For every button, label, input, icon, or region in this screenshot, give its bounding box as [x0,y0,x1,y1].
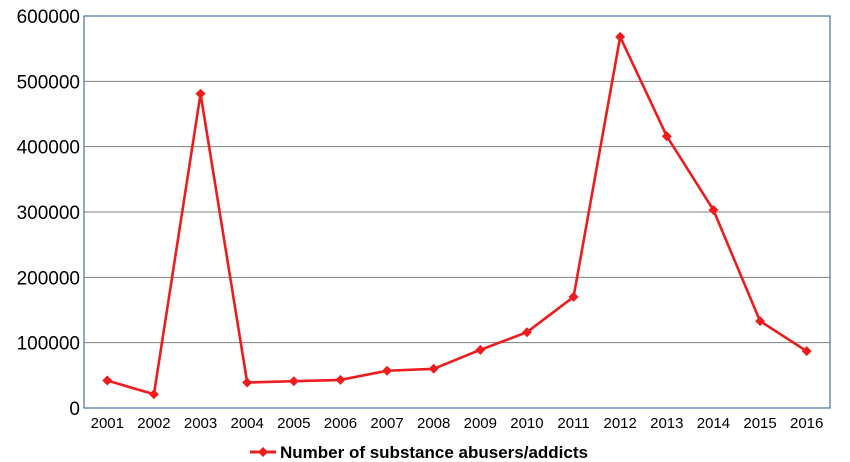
x-tick-label: 2007 [370,415,403,432]
x-tick-label: 2015 [743,415,776,432]
legend-label: Number of substance abusers/addicts [280,443,588,462]
x-tick-label: 2014 [697,415,730,432]
data-point-marker [335,374,346,385]
data-point-marker [568,291,579,302]
series-layer [102,31,812,400]
x-tick-label: 2009 [464,415,497,432]
x-tick-label: 2003 [184,415,217,432]
x-tick-label: 2006 [324,415,357,432]
y-tick-label: 400000 [17,138,80,159]
x-tick-label: 2016 [790,415,823,432]
x-tick-label: 2004 [231,415,264,432]
series-line [106,35,808,396]
legend: Number of substance abusers/addicts [250,443,588,462]
data-point-marker [195,88,206,99]
data-point-marker [475,344,486,355]
x-tick-label: 2012 [604,415,637,432]
y-tick-label: 0 [69,399,80,420]
data-point-marker [428,363,439,374]
data-point-marker [102,375,113,386]
data-point-marker [801,346,812,357]
x-tick-label: 2008 [417,415,450,432]
y-tick-label: 200000 [17,268,80,289]
y-tick-label: 500000 [17,72,80,93]
x-tick-label: 2013 [650,415,683,432]
legend-marker-diamond [258,447,268,457]
y-tick-label: 600000 [17,7,80,28]
data-point-marker [382,365,393,376]
data-point-marker [661,131,672,142]
data-point-marker [148,389,159,400]
data-point-marker [288,376,299,387]
y-tick-label: 300000 [17,203,80,224]
plot-area-frame [83,15,831,409]
data-point-marker [615,31,626,42]
y-axis-tick-labels: 0 100000 200000 300000 400000 500000 600000 [17,7,80,420]
data-point-marker [242,377,253,388]
y-tick-label: 100000 [17,334,80,355]
x-tick-label: 2001 [91,415,124,432]
x-tick-label: 2010 [510,415,543,432]
x-tick-label: 2011 [557,415,589,432]
data-point-marker [521,327,532,338]
x-tick-label: 2002 [137,415,170,432]
data-point-marker [755,316,766,327]
x-axis-tick-labels: 2001 2002 2003 2004 2005 2006 2007 2008 2009 2010… [91,415,824,432]
data-point-marker [708,205,719,216]
x-tick-label: 2005 [277,415,310,432]
